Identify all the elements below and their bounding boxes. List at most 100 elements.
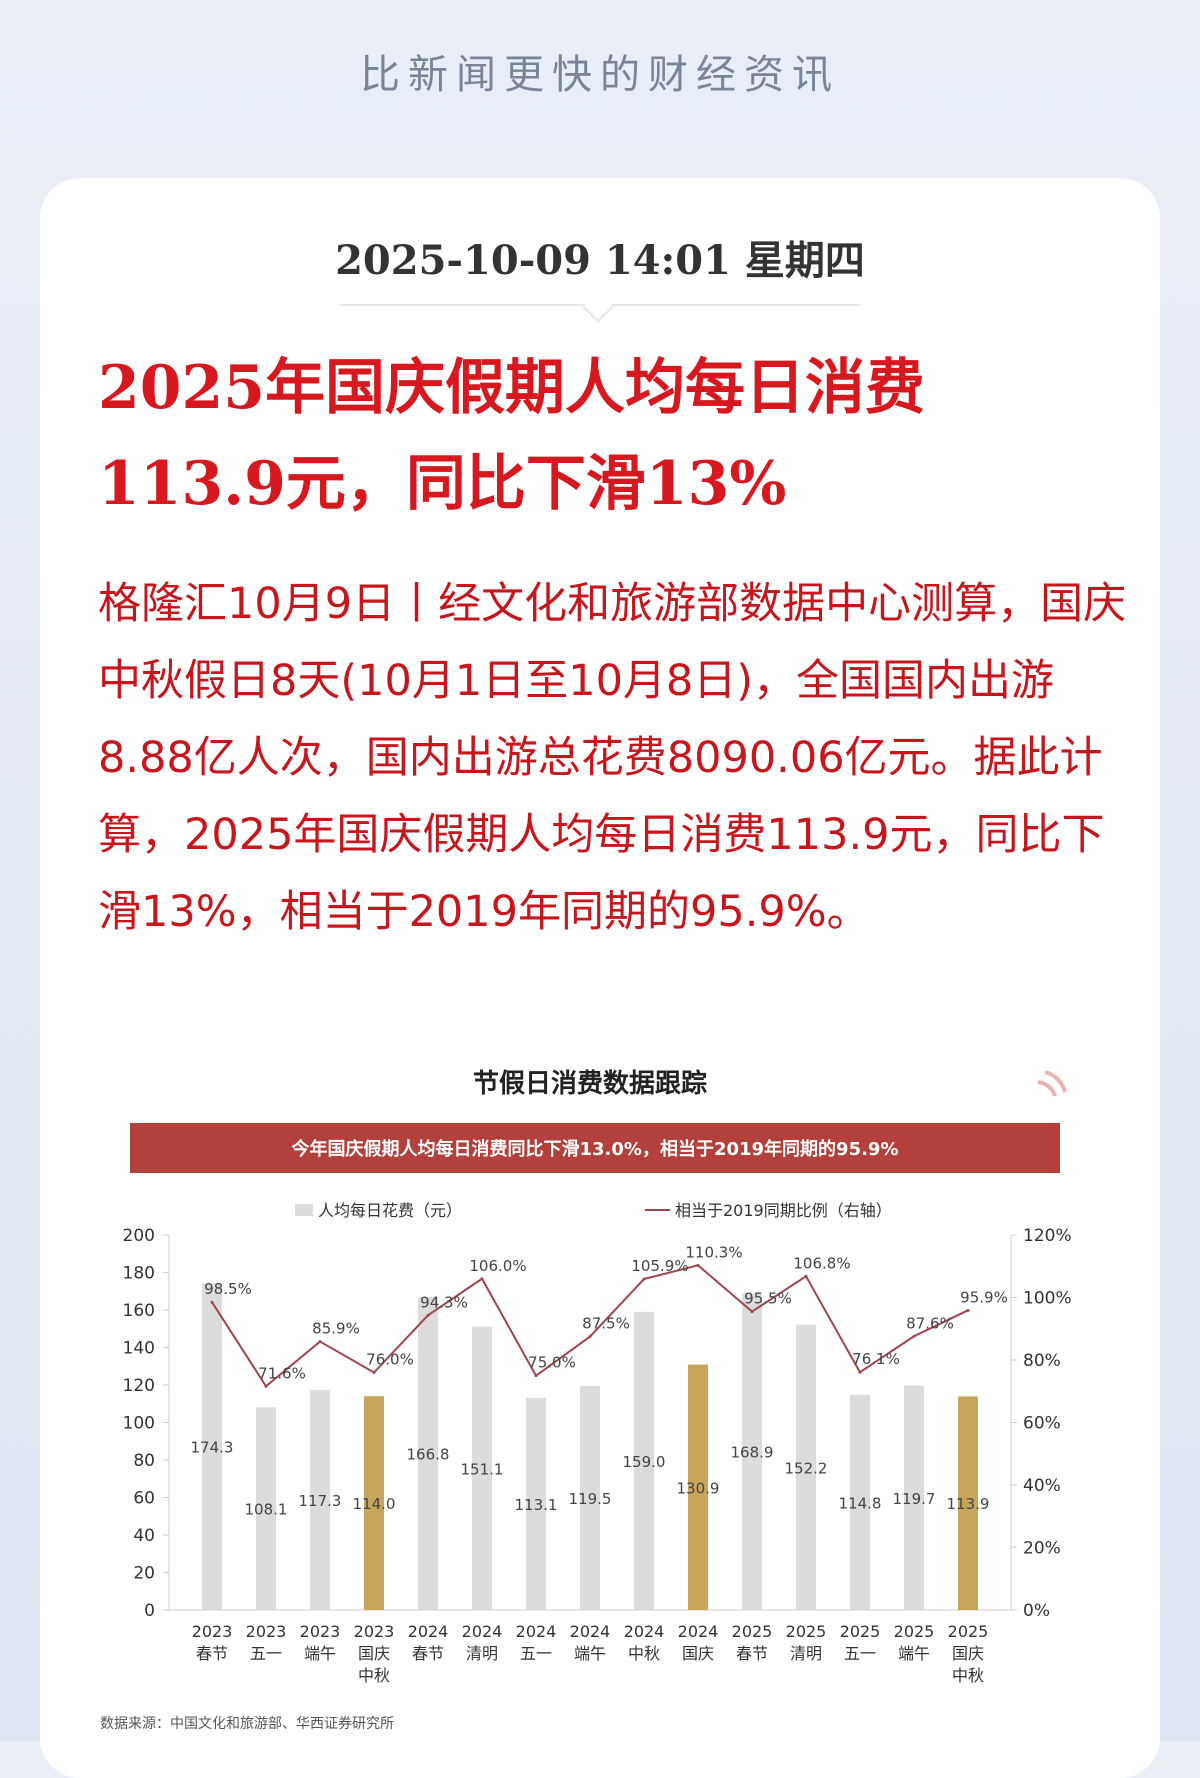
bar xyxy=(526,1397,546,1610)
left-axis-tick-label: 180 xyxy=(123,1264,155,1284)
line-point xyxy=(966,1308,970,1312)
legend-bar-label: 人均每日花费（元） xyxy=(318,1201,462,1220)
right-axis-tick-label: 100% xyxy=(1023,1289,1072,1309)
x-axis-tick-label: 中秋 xyxy=(952,1666,984,1685)
right-axis-tick-label: 120% xyxy=(1023,1226,1072,1246)
line-point xyxy=(210,1300,214,1304)
line-value-label: 106.0% xyxy=(469,1257,526,1275)
bar-highlight xyxy=(364,1396,384,1610)
bar xyxy=(850,1394,870,1610)
bar-value-label: 117.3 xyxy=(299,1492,342,1510)
x-axis-tick-label: 春节 xyxy=(196,1644,228,1663)
line-value-label: 95.5% xyxy=(744,1290,792,1308)
bar xyxy=(418,1297,438,1610)
x-axis-tick-label: 2023 xyxy=(300,1622,341,1641)
left-axis-tick-label: 80 xyxy=(133,1451,155,1471)
chart-logo-mark xyxy=(1037,1070,1067,1097)
line-series: 98.5% 71.6% 85.9% 76.0% 94.3%106.0% 75.0% 87.5… xyxy=(204,1243,1008,1388)
x-axis-tick-label: 2023 xyxy=(246,1622,287,1641)
line-value-label: 106.8% xyxy=(793,1254,850,1272)
line-point xyxy=(318,1340,322,1344)
chart-image: 节假日消费数据跟踪 今年国庆假期人均每日消费同比下滑13.0%，相当于2019年… xyxy=(90,1050,1090,1740)
bar-value-label: 108.1 xyxy=(245,1501,288,1519)
line-point xyxy=(750,1310,754,1314)
x-axis-tick-label: 2025 xyxy=(840,1622,881,1641)
left-axis-tick-label: 160 xyxy=(123,1301,155,1321)
x-axis-tick-label: 2023 xyxy=(192,1622,233,1641)
line-point xyxy=(264,1384,268,1388)
line-point xyxy=(858,1370,862,1374)
x-axis-tick-label: 2025 xyxy=(732,1622,773,1641)
bar xyxy=(256,1407,276,1610)
legend-bar-swatch xyxy=(295,1204,313,1216)
line-value-label: 87.5% xyxy=(582,1315,630,1333)
bar-value-label: 119.5 xyxy=(569,1490,612,1508)
x-axis-tick-label: 清明 xyxy=(790,1644,822,1663)
bar-value-label: 152.2 xyxy=(785,1459,828,1477)
bar-value-label: 119.7 xyxy=(893,1490,936,1508)
x-axis-labels: 2023春节2023五一2023端午2023国庆中秋2024春节2024清明20… xyxy=(192,1622,989,1685)
line-point xyxy=(696,1263,700,1267)
line-point xyxy=(804,1274,808,1278)
x-axis-tick-label: 国庆 xyxy=(358,1644,390,1663)
x-axis-tick-label: 2024 xyxy=(516,1622,557,1641)
x-axis-tick-label: 2024 xyxy=(570,1622,611,1641)
bar-value-label: 159.0 xyxy=(623,1453,666,1471)
bar-value-label: 130.9 xyxy=(677,1479,720,1497)
article-headline: 2025年国庆假期人均每日消费113.9元，同比下滑13% xyxy=(98,353,925,519)
bar xyxy=(904,1385,924,1610)
slogan-text: 比新闻更快的财经资讯 xyxy=(360,52,840,98)
bar xyxy=(472,1326,492,1610)
left-axis-tick-label: 200 xyxy=(123,1226,155,1246)
bar-value-label: 113.1 xyxy=(515,1496,558,1514)
bar xyxy=(634,1311,654,1610)
x-axis-tick-label: 春节 xyxy=(412,1644,444,1663)
top-banner: 比新闻更快的财经资讯 xyxy=(0,0,1200,150)
right-axis-tick-label: 40% xyxy=(1023,1476,1061,1496)
x-axis-tick-label: 国庆 xyxy=(682,1644,714,1663)
line-point xyxy=(912,1334,916,1338)
chart-subtitle: 今年国庆假期人均每日消费同比下滑13.0%，相当于2019年同期的95.9% xyxy=(292,1138,899,1160)
article-summary: 格隆汇10月9日丨经文化和旅游部数据中心测算，国庆中秋假日8天(10月1日至10… xyxy=(98,579,1127,937)
left-axis-tick-label: 40 xyxy=(133,1526,155,1546)
bar-highlight xyxy=(688,1364,708,1610)
right-axis-tick-label: 20% xyxy=(1023,1539,1061,1559)
line-point xyxy=(480,1277,484,1281)
bar-value-label: 168.9 xyxy=(731,1444,774,1462)
bar-value-label: 114.8 xyxy=(839,1494,882,1512)
bar xyxy=(310,1390,330,1610)
right-axis-tick-label: 80% xyxy=(1023,1351,1061,1371)
bar xyxy=(796,1324,816,1610)
left-axis-tick-label: 60 xyxy=(133,1489,155,1509)
right-axis-tick-label: 0% xyxy=(1023,1601,1050,1621)
bar-value-label: 151.1 xyxy=(461,1460,504,1478)
left-axis-ticks: 0 20 40 60 80 100 120 140 160 180 200 xyxy=(123,1226,169,1621)
article-datetime: 2025-10-09 14:01 星期四 xyxy=(335,237,865,284)
line-value-label: 110.3% xyxy=(685,1243,742,1261)
bar-value-label: 114.0 xyxy=(353,1495,396,1513)
left-axis-tick-label: 20 xyxy=(133,1564,155,1584)
line-point xyxy=(426,1313,430,1317)
line-value-label: 76.1% xyxy=(852,1350,900,1368)
x-axis-tick-label: 2024 xyxy=(462,1622,503,1641)
x-axis-tick-label: 春节 xyxy=(736,1644,768,1663)
left-axis-tick-label: 120 xyxy=(123,1376,155,1396)
bar xyxy=(202,1283,222,1610)
x-axis-tick-label: 2023 xyxy=(354,1622,395,1641)
x-axis-tick-label: 2025 xyxy=(786,1622,827,1641)
bar-value-label: 166.8 xyxy=(407,1446,450,1464)
x-axis-tick-label: 中秋 xyxy=(628,1644,660,1663)
left-axis-tick-label: 0 xyxy=(144,1601,155,1621)
x-axis-tick-label: 2024 xyxy=(408,1622,449,1641)
bar xyxy=(580,1385,600,1610)
x-axis-tick-label: 2024 xyxy=(624,1622,665,1641)
chart-subtitle-banner xyxy=(130,1123,1060,1173)
line-value-label: 75.0% xyxy=(528,1354,576,1372)
line-point xyxy=(534,1374,538,1378)
line-value-label: 85.9% xyxy=(312,1320,360,1338)
x-axis-tick-label: 端午 xyxy=(574,1644,606,1663)
x-axis-tick-label: 五一 xyxy=(520,1644,552,1663)
bar-series: 174.3 108.1 117.3 114.0 166.8 151.1 113.1 119.5… xyxy=(191,1283,989,1610)
line-value-label: 105.9% xyxy=(631,1257,688,1275)
x-axis-tick-label: 2025 xyxy=(894,1622,935,1641)
